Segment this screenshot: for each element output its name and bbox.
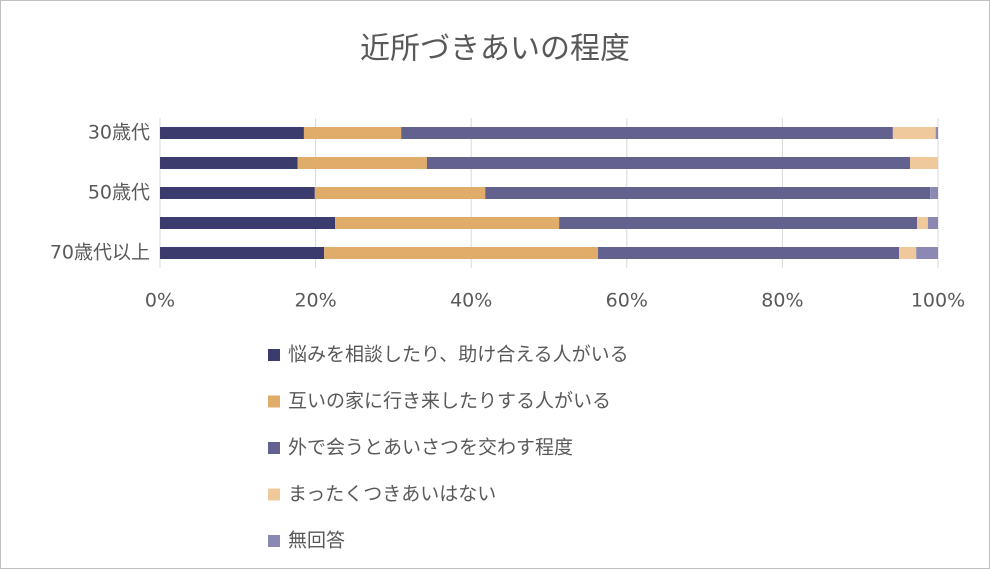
bar-segment: [916, 217, 928, 229]
legend-label: 外で会うとあいさつを交わす程度: [288, 437, 573, 459]
legend-label: 互いの家に行き来したりする人がいる: [288, 390, 611, 412]
bar-segment: [559, 217, 917, 229]
bar-segment: [160, 157, 298, 169]
chart-title: 近所づきあいの程度: [360, 32, 630, 67]
legend-label: 無回答: [288, 530, 345, 552]
x-tick-label: 60%: [606, 290, 648, 312]
bar-segment: [909, 157, 938, 169]
y-tick-label: 30歳代: [88, 122, 150, 144]
bar-segment: [935, 127, 938, 139]
y-tick-label: 50歳代: [88, 182, 150, 204]
x-tick-label: 80%: [761, 290, 803, 312]
bar-segment: [401, 127, 893, 139]
bar-segment: [324, 247, 599, 259]
bar-segment: [892, 127, 936, 139]
bar-segment: [485, 187, 931, 199]
legend-swatch: [268, 395, 280, 408]
bar-segment: [426, 157, 910, 169]
bar-segment: [160, 187, 315, 199]
bar-segment: [314, 187, 486, 199]
bar-segment: [927, 217, 938, 229]
bar-segment: [916, 247, 938, 259]
bar-segment: [160, 247, 325, 259]
bar-segment: [160, 127, 304, 139]
x-tick-label: 20%: [294, 290, 336, 312]
legend-label: 悩みを相談したり、助け合える人がいる: [288, 344, 629, 366]
x-tick-label: 0%: [145, 290, 175, 312]
bar-segment: [335, 217, 560, 229]
legend-swatch: [268, 442, 280, 454]
bar-segment: [303, 127, 402, 139]
legend-swatch: [268, 349, 280, 361]
y-tick-label: 70歳代以上: [50, 242, 150, 264]
bar-segment: [598, 247, 900, 259]
bar-segment: [899, 247, 917, 259]
x-tick-label: 40%: [450, 290, 492, 312]
legend-label: まったくつきあいはない: [288, 483, 496, 505]
legend-swatch: [268, 488, 280, 501]
bar-segment: [160, 217, 336, 229]
bar-segment: [930, 187, 938, 199]
bar-segment: [297, 157, 427, 169]
x-tick-label: 100%: [911, 290, 965, 312]
legend-swatch: [268, 535, 280, 547]
